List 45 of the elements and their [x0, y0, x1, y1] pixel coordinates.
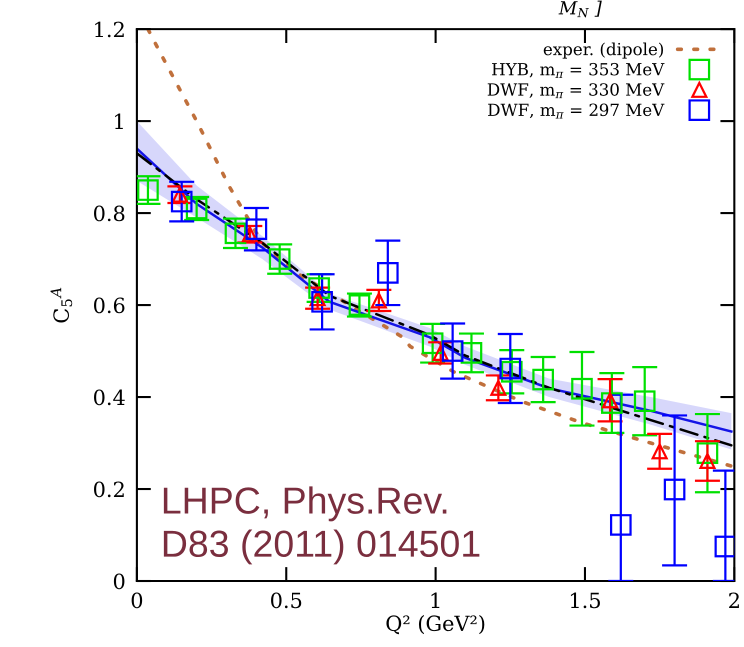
- point: [268, 248, 291, 270]
- y-tick-label: 0.4: [94, 389, 125, 406]
- y-tick-label: 0.6: [94, 298, 124, 314]
- point: [137, 179, 159, 201]
- legend-label: HYB, m$_{π}$ = 353 MeV: [492, 62, 664, 78]
- point: [460, 342, 482, 364]
- point: [610, 514, 632, 536]
- y-tick-label: 0.8: [94, 206, 124, 222]
- point: [634, 390, 656, 412]
- point: [571, 378, 593, 400]
- point: [432, 344, 449, 361]
- point: [422, 332, 444, 354]
- y-tick-label: 0.2: [94, 481, 124, 498]
- point: [376, 262, 399, 284]
- point: [652, 443, 668, 460]
- y-tick-label: 1: [115, 114, 123, 130]
- x-axis-title: Q² (GeV²): [386, 615, 484, 634]
- legend-label: DWF, m$_{π}$ = 330 MeV: [488, 83, 664, 98]
- point: [224, 222, 246, 244]
- point: [490, 380, 506, 396]
- x-tick-label: 2: [729, 592, 739, 608]
- x-tick-label: 1: [432, 592, 440, 608]
- point: [499, 358, 522, 380]
- point: [370, 292, 387, 309]
- point: [308, 277, 330, 299]
- x-tick-label: 0: [132, 592, 142, 608]
- point: [170, 190, 193, 212]
- legend-label: DWF, m$_{π}$ = 297 MeV: [488, 104, 664, 118]
- point: [696, 442, 718, 464]
- x-tick-label: 1.5: [570, 592, 600, 608]
- x-tick-label: 0.5: [271, 592, 302, 608]
- point: [500, 360, 523, 383]
- point: [532, 368, 554, 390]
- y-tick-label: 1.2: [95, 22, 124, 38]
- y-axis-title: C$_{5}$$^{A}$: [50, 288, 72, 323]
- line-series: [146, 29, 734, 468]
- y-tick-label: 0: [114, 573, 124, 590]
- point: [246, 218, 268, 240]
- point: [664, 478, 686, 500]
- legend-label: exper. (dipole): [544, 42, 664, 59]
- text: M$_{N}$ ]: [558, 0, 602, 18]
- point: [601, 392, 623, 414]
- point: [442, 340, 464, 362]
- point: [311, 291, 333, 313]
- annotation: LHPC, Phys.Rev. D83 (2011) 014501: [164, 486, 480, 564]
